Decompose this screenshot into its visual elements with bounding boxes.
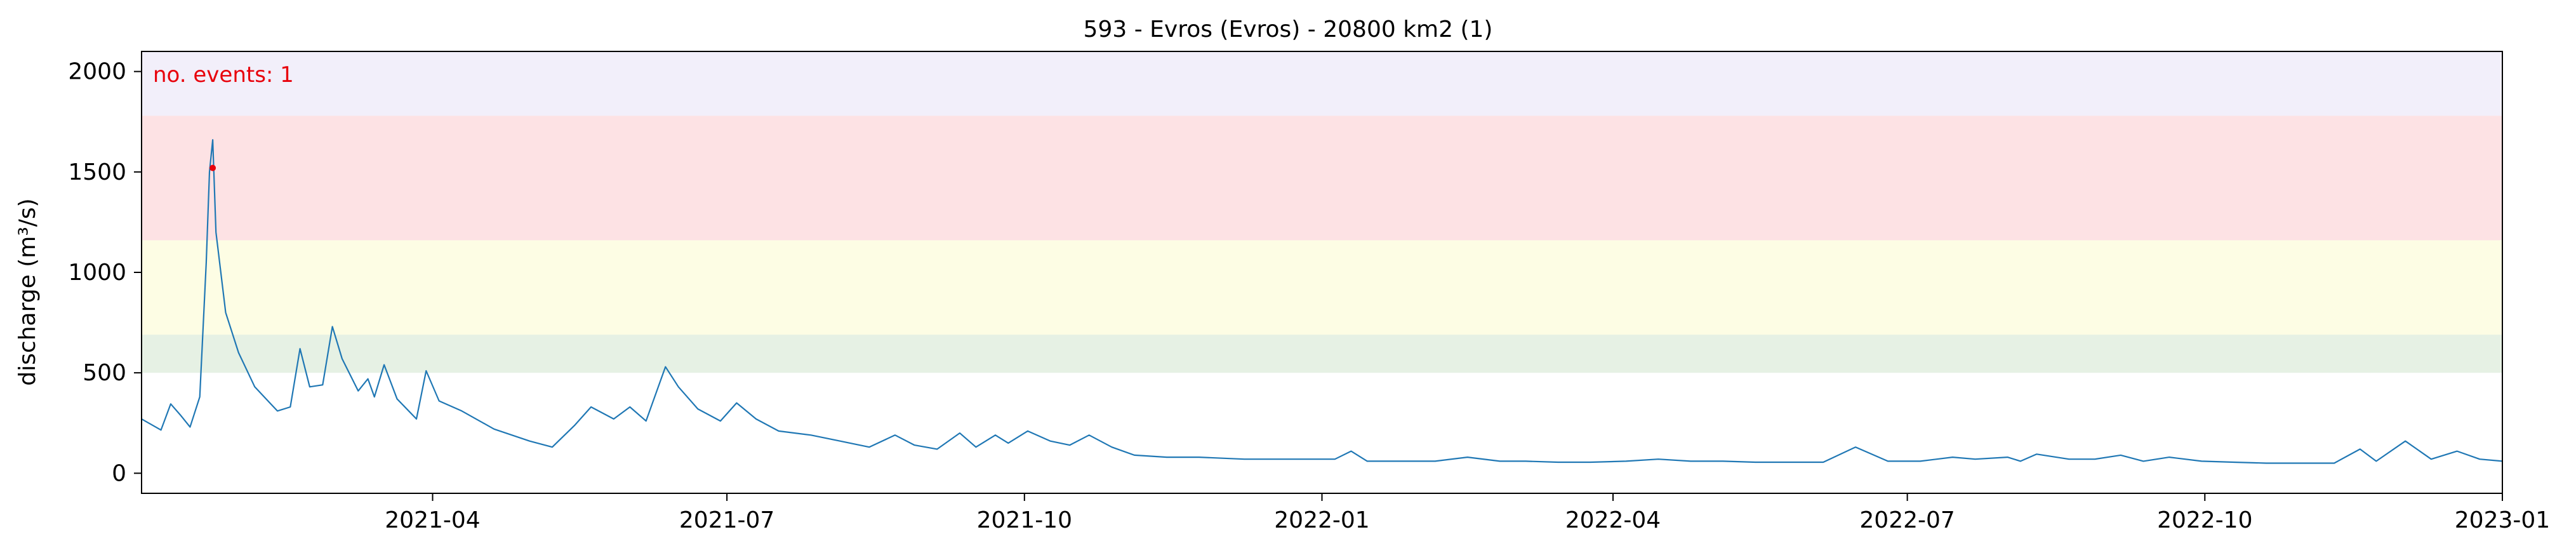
- x-tick-label: 2021-04: [385, 507, 480, 533]
- x-tick-label: 2021-07: [679, 507, 774, 533]
- discharge-series-line: [141, 139, 2503, 464]
- x-axis: 2021-04 2021-07 2021-10 2022-01 2022-04 2022-…: [385, 493, 2550, 533]
- plot-frame: [141, 51, 2503, 494]
- x-tick-label: 2022-07: [1859, 507, 1955, 533]
- series-layer: [141, 139, 2503, 464]
- event-count-annotation: no. events: 1: [153, 62, 294, 88]
- y-axis-label: discharge (m³/s): [15, 198, 41, 385]
- x-tick-label: 2022-01: [1274, 507, 1369, 533]
- threshold-band-2: [142, 240, 2502, 335]
- threshold-band-3: [142, 116, 2502, 241]
- y-tick-label: 0: [112, 460, 126, 486]
- x-tick-label: 2021-10: [977, 507, 1072, 533]
- y-tick-label: 1000: [68, 260, 126, 286]
- event-markers: [209, 164, 216, 171]
- threshold-bands: [142, 51, 2502, 373]
- y-tick-label: 500: [83, 360, 126, 386]
- x-tick-label: 2023-01: [2455, 507, 2550, 533]
- y-axis: 0 500 1000 1500 2000: [68, 59, 142, 486]
- event-marker: [209, 164, 216, 171]
- y-tick-label: 1500: [68, 159, 126, 185]
- y-tick-label: 2000: [68, 59, 126, 85]
- x-tick-label: 2022-10: [2157, 507, 2252, 533]
- threshold-band-4: [142, 51, 2502, 116]
- x-tick-label: 2022-04: [1565, 507, 1661, 533]
- threshold-band-1: [142, 335, 2502, 373]
- chart-title: 593 - Evros (Evros) - 20800 km2 (1): [1084, 17, 1493, 43]
